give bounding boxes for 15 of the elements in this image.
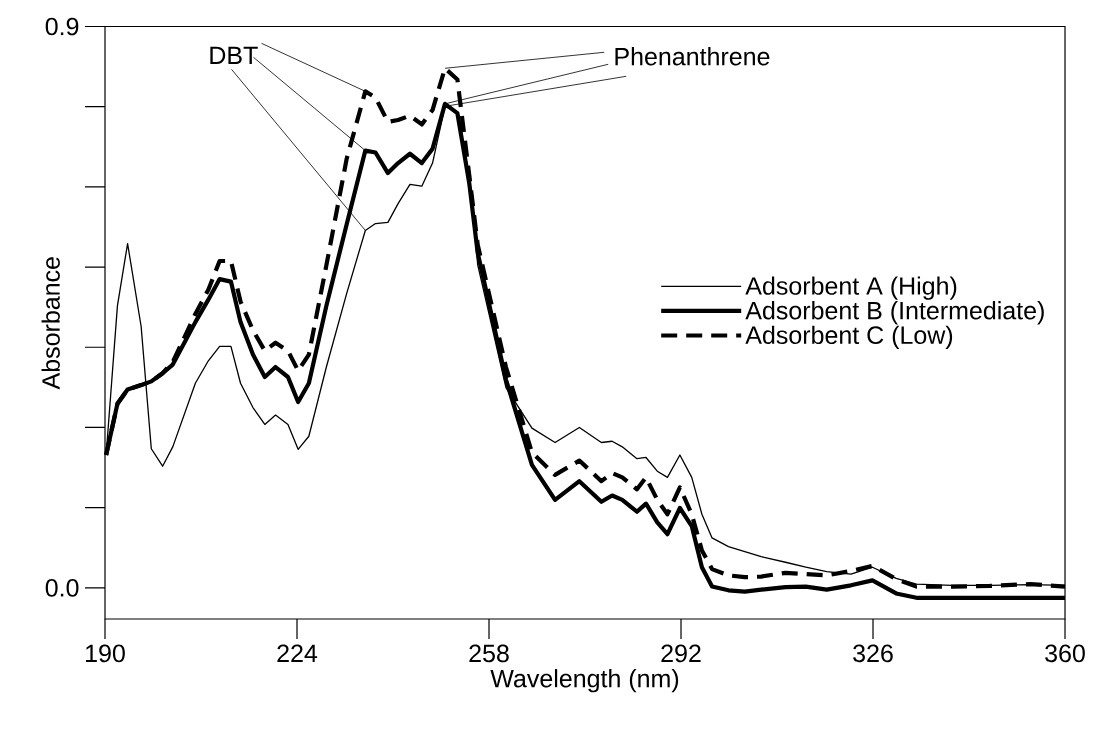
legend-label: Adsorbent A (High) bbox=[745, 276, 957, 300]
y-tick-label: 0.0 bbox=[45, 578, 79, 597]
annotation: Phenanthrene bbox=[615, 47, 770, 66]
legend-label: Adsorbent C (Low) bbox=[745, 325, 953, 349]
y-axis-title: Absorbance bbox=[41, 257, 60, 390]
x-tick-label: 258 bbox=[469, 644, 509, 663]
x-tick-label: 326 bbox=[853, 644, 893, 663]
x-tick-label: 360 bbox=[1045, 644, 1085, 663]
y-tick-label: 0.9 bbox=[45, 17, 79, 36]
legend-label: Adsorbent B (Intermediate) bbox=[745, 301, 1044, 325]
x-tick-label: 224 bbox=[277, 644, 318, 662]
x-axis-title: Wavelength (nm) bbox=[490, 669, 679, 693]
x-tick-label: 292 bbox=[661, 644, 701, 663]
x-tick-label: 190 bbox=[86, 644, 125, 663]
annotation: DBT bbox=[210, 46, 258, 64]
